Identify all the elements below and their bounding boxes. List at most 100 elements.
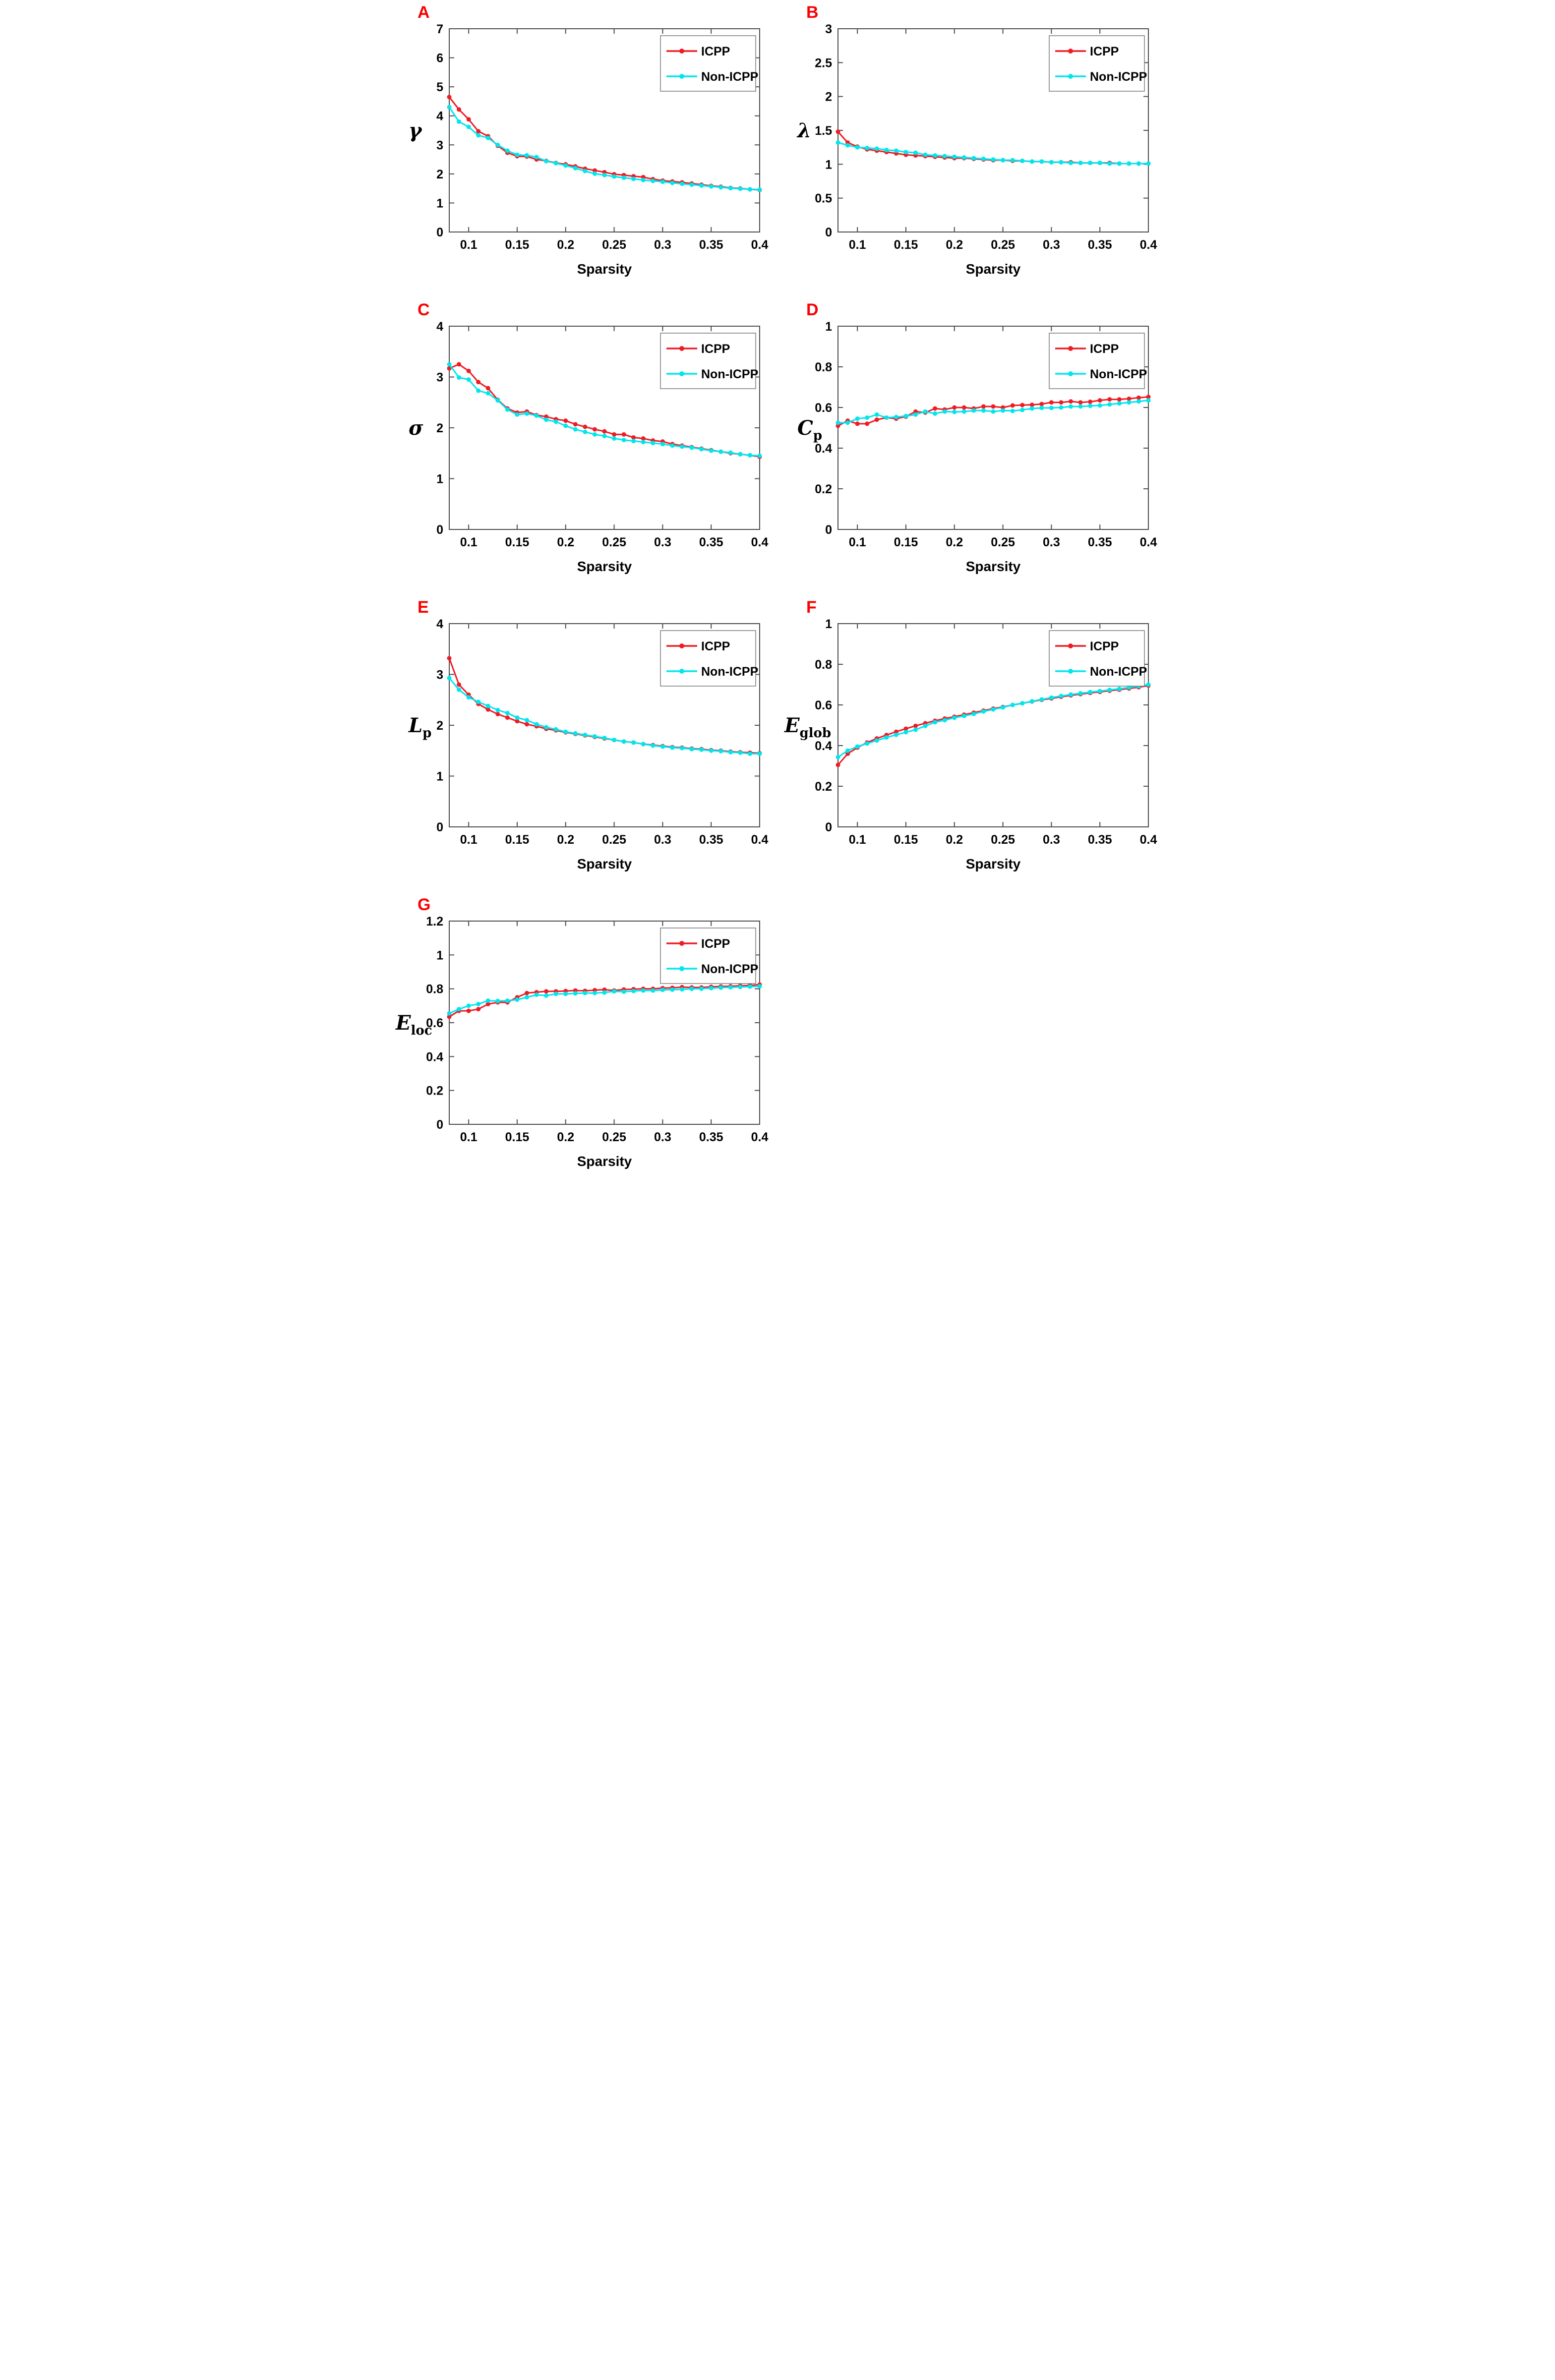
data-point (689, 182, 694, 187)
data-point (1088, 690, 1093, 695)
y-tick-label: 1 (436, 196, 443, 210)
data-point (592, 168, 597, 173)
data-point (971, 408, 976, 413)
x-tick-label: 0.35 (699, 535, 723, 549)
data-point (718, 985, 723, 990)
data-point (621, 175, 626, 180)
data-point (718, 749, 723, 754)
legend: ICPP Non-ICPP (1049, 35, 1147, 92)
data-point (1069, 404, 1073, 409)
data-point (534, 722, 539, 727)
data-point (923, 409, 928, 414)
y-tick-label: 1 (436, 948, 443, 962)
data-point (592, 990, 597, 995)
legend-marker (1068, 669, 1073, 674)
legend-item-icpp: ICPP (666, 45, 730, 58)
data-point (913, 727, 918, 732)
data-point (728, 750, 733, 755)
data-point (602, 433, 607, 438)
series-line-non-icpp (837, 684, 1149, 758)
y-tick-label: 2 (825, 90, 832, 104)
legend-marker (679, 74, 684, 79)
y-tick-label: 0.2 (815, 780, 832, 794)
x-tick-label: 0.3 (654, 238, 671, 252)
data-point (1136, 399, 1141, 404)
data-point (505, 998, 510, 1003)
data-point (544, 725, 549, 730)
data-point (961, 409, 966, 414)
x-tick-label: 0.4 (1140, 833, 1157, 847)
data-point (651, 743, 656, 748)
data-point (1039, 697, 1044, 702)
x-tick-label: 0.25 (602, 1130, 626, 1144)
legend-label: ICPP (1090, 342, 1119, 356)
data-point (718, 185, 723, 190)
data-point (457, 1007, 462, 1012)
data-point (836, 755, 840, 759)
data-point (641, 177, 646, 182)
data-point (1127, 396, 1132, 401)
data-point (933, 406, 938, 411)
data-point (670, 443, 675, 448)
data-point (1088, 161, 1093, 166)
data-point (689, 747, 694, 752)
data-point (525, 722, 529, 727)
data-point (855, 744, 860, 749)
data-point (534, 155, 539, 160)
data-point (865, 741, 870, 746)
data-point (515, 997, 520, 1002)
data-point (942, 154, 947, 159)
data-point (747, 751, 752, 756)
data-point (1146, 398, 1151, 403)
series-markers-non-icpp (447, 984, 762, 1016)
panel-letter-A: A (418, 3, 430, 22)
x-tick-label: 0.25 (602, 238, 626, 252)
data-point (709, 986, 714, 990)
y-tick-label: 0 (436, 820, 443, 834)
data-point (718, 449, 723, 454)
legend-label: Non-ICPP (1090, 367, 1147, 381)
data-point (525, 718, 529, 723)
data-point (592, 734, 597, 739)
data-point (621, 438, 626, 443)
data-point (1127, 161, 1132, 166)
data-point (563, 991, 568, 996)
data-point (1049, 695, 1054, 700)
data-point (631, 740, 636, 745)
x-tick-label: 0.35 (699, 1130, 723, 1144)
data-point (553, 419, 558, 424)
data-point (1039, 406, 1044, 410)
data-point (631, 439, 636, 444)
panel-letter-D: D (806, 300, 819, 319)
x-tick-label: 0.35 (1088, 833, 1112, 847)
data-point (728, 985, 733, 990)
data-point (505, 148, 510, 153)
data-point (1020, 159, 1025, 163)
data-point (1049, 406, 1054, 410)
data-point (485, 998, 490, 1003)
data-point (981, 404, 986, 409)
x-tick-label: 0.4 (751, 238, 769, 252)
x-tick-label: 0.2 (946, 535, 963, 549)
data-point (1107, 397, 1112, 402)
data-point (447, 1011, 452, 1016)
legend-label: Non-ICPP (701, 367, 758, 381)
data-point (476, 133, 481, 138)
data-point (738, 452, 743, 457)
data-point (670, 745, 675, 750)
data-point (680, 444, 684, 449)
legend-item-non-icpp: Non-ICPP (666, 367, 758, 381)
panel-letter-G: G (418, 895, 430, 914)
data-point (680, 181, 684, 186)
data-point (845, 143, 850, 148)
data-point (1059, 405, 1064, 410)
legend-label: Non-ICPP (701, 665, 758, 679)
data-point (874, 412, 879, 417)
data-point (553, 991, 558, 996)
data-point (1146, 161, 1151, 166)
panel-letter-B: B (806, 3, 819, 22)
data-point (447, 676, 452, 681)
y-tick-label: 0 (825, 226, 832, 239)
y-tick-label: 2 (436, 719, 443, 733)
data-point (757, 751, 762, 756)
